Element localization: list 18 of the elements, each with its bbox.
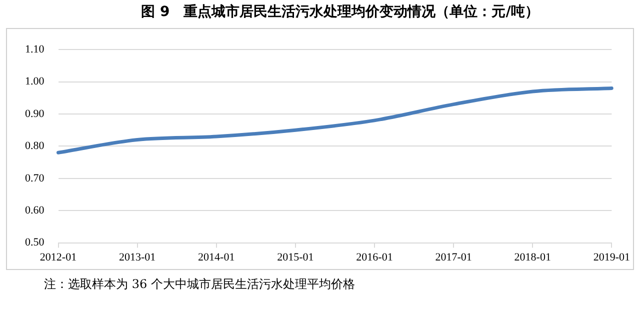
x-tick-label: 2019-01 <box>593 251 630 264</box>
y-tick-label: 1.10 <box>25 43 45 56</box>
y-tick-label: 1.00 <box>25 76 45 88</box>
y-tick-label: 0.70 <box>25 172 45 184</box>
x-tick-label: 2012-01 <box>40 251 77 264</box>
y-tick-label: 0.60 <box>25 204 45 216</box>
x-tick-label: 2017-01 <box>435 251 472 264</box>
y-tick-label: 0.80 <box>25 140 45 152</box>
y-tick-label: 0.50 <box>25 236 45 249</box>
x-tick-label: 2014-01 <box>198 251 235 264</box>
text: 注：选取样本为 36 个大中城市居民生活污水处理平均价格 <box>44 276 356 293</box>
x-tick-label: 2015-01 <box>277 251 314 264</box>
x-tick-label: 2016-01 <box>356 251 393 264</box>
y-tick-label: 0.90 <box>25 108 45 120</box>
chart-title: 图 9 重点城市居民生活污水处理均价变动情况（单位：元/吨） <box>140 2 540 22</box>
x-tick-label: 2018-01 <box>514 251 551 264</box>
line-series <box>56 86 614 154</box>
x-tick-label: 2013-01 <box>118 251 156 264</box>
